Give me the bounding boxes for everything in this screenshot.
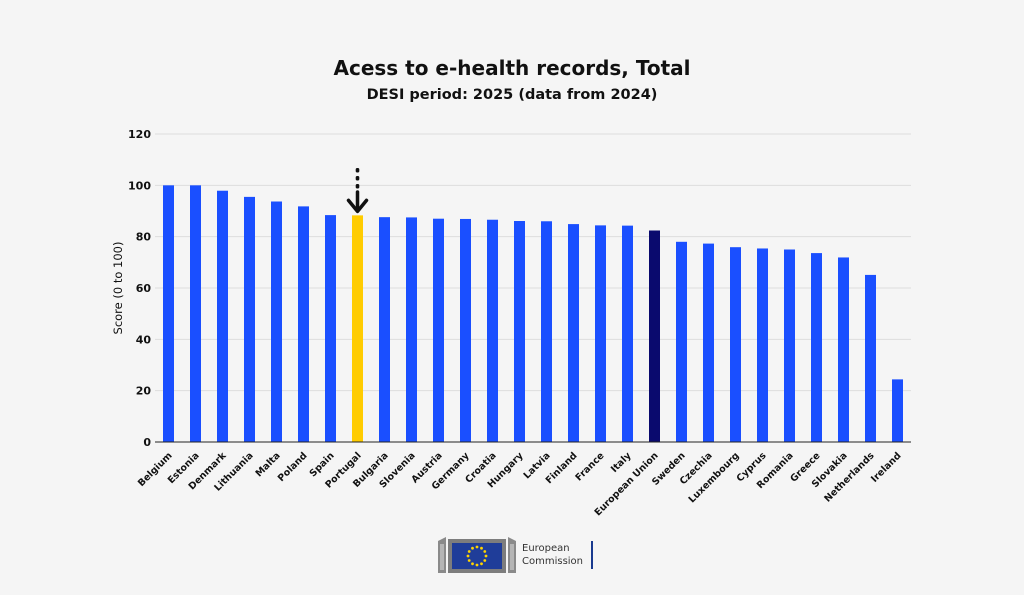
bar-malta (271, 201, 282, 442)
bar-belgium (163, 185, 174, 443)
bar-netherlands (865, 274, 876, 442)
bar-ireland (892, 379, 903, 442)
logo-line-2: Commission (522, 556, 584, 567)
y-axis-title: Score (0 to 100) (111, 242, 125, 335)
logo-line-1: European (522, 543, 570, 554)
category-label: Belgium (136, 450, 175, 489)
y-tick-label: 100 (128, 179, 151, 192)
european-commission-logo: European Commission (438, 535, 594, 575)
bars (163, 185, 903, 443)
bar-european-union (649, 230, 660, 442)
arrow-dot (355, 176, 360, 181)
y-tick-label: 0 (143, 436, 151, 449)
arrow-dot (355, 168, 360, 173)
arrow-dot (355, 184, 360, 189)
bar-luxembourg (730, 247, 741, 442)
bar-estonia (190, 185, 201, 443)
bar-sweden (676, 241, 687, 442)
bar-finland (568, 224, 579, 442)
bar-spain (325, 215, 336, 442)
category-label: Poland (276, 450, 310, 484)
y-tick-label: 40 (136, 333, 152, 346)
highlight-arrow (346, 168, 369, 214)
y-tick-label: 20 (136, 385, 152, 398)
bar-france (595, 225, 606, 442)
bar-denmark (217, 190, 228, 442)
bar-portugal (352, 215, 363, 442)
y-tick-label: 60 (136, 282, 152, 295)
bar-croatia (487, 219, 498, 442)
bar-lithuania (244, 196, 255, 442)
bar-slovenia (406, 217, 417, 442)
bar-czechia (703, 243, 714, 442)
y-tick-labels: 0 20 40 60 80 100 120 (128, 128, 151, 449)
bar-bulgaria (379, 217, 390, 442)
bar-greece (811, 253, 822, 442)
bar-cyprus (757, 248, 768, 442)
bar-latvia (541, 221, 552, 442)
y-tick-label: 80 (136, 231, 152, 244)
ec-building-flag-icon (438, 535, 516, 575)
category-labels: BelgiumEstoniaDenmarkLithuaniaMaltaPolan… (136, 450, 904, 519)
category-label: Italy (609, 450, 634, 475)
y-tick-label: 120 (128, 128, 151, 141)
category-label: France (574, 450, 607, 483)
chart-subtitle: DESI period: 2025 (data from 2024) (366, 87, 658, 103)
logo-wordmark: European Commission (522, 542, 583, 568)
category-label: Ireland (869, 450, 904, 485)
bar-italy (622, 225, 633, 442)
bar-hungary (514, 221, 525, 442)
bar-slovakia (838, 257, 849, 442)
bar-poland (298, 206, 309, 442)
logo-divider (591, 541, 594, 569)
bar-romania (784, 249, 795, 442)
bar-germany (460, 218, 471, 442)
chart-title: Acess to e-health records, Total (333, 56, 691, 80)
grid-lines (155, 133, 911, 392)
bar-austria (433, 218, 444, 442)
bar-chart: 0 20 40 60 80 100 120 BelgiumEstoniaDenmarkLit… (111, 128, 911, 519)
